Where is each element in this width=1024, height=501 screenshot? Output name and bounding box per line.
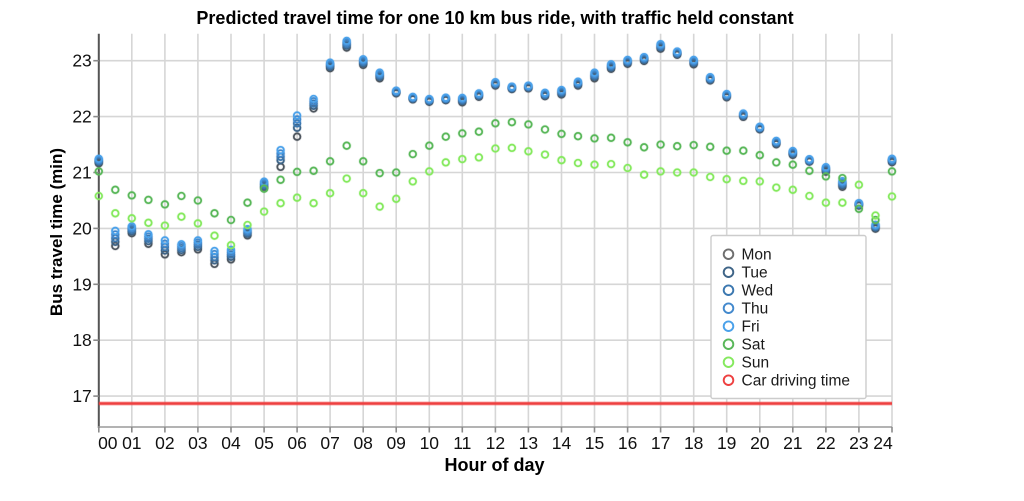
svg-text:03: 03: [188, 433, 207, 453]
svg-text:18: 18: [684, 433, 703, 453]
svg-text:20: 20: [750, 433, 770, 453]
svg-text:08: 08: [353, 433, 372, 453]
svg-text:04: 04: [221, 433, 241, 453]
svg-text:21: 21: [72, 163, 91, 183]
svg-text:21: 21: [783, 433, 802, 453]
svg-text:12: 12: [486, 433, 505, 453]
svg-text:Wed: Wed: [742, 283, 774, 300]
svg-text:Tue: Tue: [742, 265, 768, 282]
svg-text:09: 09: [386, 433, 405, 453]
svg-text:00: 00: [98, 433, 118, 453]
svg-text:Sat: Sat: [742, 337, 766, 354]
svg-text:Sun: Sun: [742, 355, 770, 372]
svg-text:20: 20: [72, 218, 92, 238]
svg-text:19: 19: [717, 433, 736, 453]
svg-text:Car driving time: Car driving time: [742, 373, 851, 390]
svg-text:06: 06: [287, 433, 306, 453]
svg-text:Fri: Fri: [742, 319, 760, 336]
svg-text:07: 07: [320, 433, 339, 453]
svg-text:Thu: Thu: [742, 301, 769, 318]
svg-text:Hour of day: Hour of day: [444, 455, 544, 475]
svg-text:23: 23: [72, 51, 91, 71]
svg-text:17: 17: [651, 433, 670, 453]
svg-text:19: 19: [72, 274, 91, 294]
svg-text:Predicted travel time for one: Predicted travel time for one 10 km bus …: [196, 8, 793, 28]
svg-text:Mon: Mon: [742, 247, 772, 264]
svg-text:Bus travel time (min): Bus travel time (min): [47, 148, 66, 316]
svg-text:10: 10: [420, 433, 440, 453]
svg-text:15: 15: [585, 433, 604, 453]
svg-text:11: 11: [453, 433, 471, 453]
svg-text:23: 23: [849, 433, 868, 453]
svg-text:18: 18: [72, 330, 91, 350]
svg-text:01: 01: [122, 433, 141, 453]
svg-text:05: 05: [254, 433, 273, 453]
svg-text:13: 13: [519, 433, 538, 453]
svg-text:14: 14: [552, 433, 572, 453]
svg-text:22: 22: [72, 107, 91, 127]
svg-text:16: 16: [618, 433, 637, 453]
svg-text:02: 02: [155, 433, 174, 453]
svg-text:24: 24: [873, 433, 893, 453]
svg-text:17: 17: [72, 386, 91, 406]
svg-text:22: 22: [816, 433, 835, 453]
